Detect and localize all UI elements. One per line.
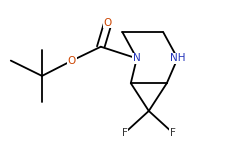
- Text: O: O: [68, 56, 76, 66]
- Text: F: F: [170, 128, 176, 138]
- Text: O: O: [104, 18, 112, 28]
- Text: NH: NH: [170, 53, 185, 63]
- Text: N: N: [133, 53, 141, 63]
- Text: F: F: [122, 128, 128, 138]
